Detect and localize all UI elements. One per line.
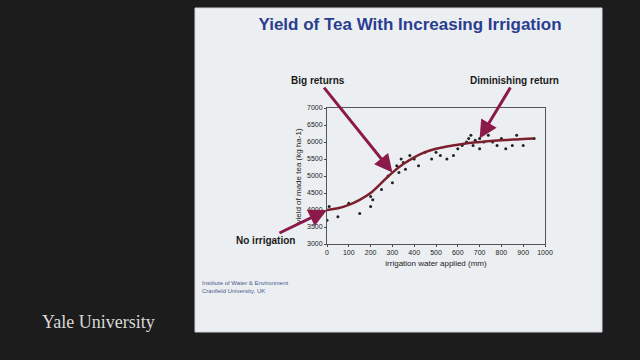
svg-text:Institute of Water & Environme: Institute of Water & EnvironmentCranfiel… bbox=[202, 280, 288, 294]
svg-text:600: 600 bbox=[452, 249, 464, 256]
svg-text:irrigation water applied (mm): irrigation water applied (mm) bbox=[385, 259, 487, 268]
svg-text:6000: 6000 bbox=[307, 138, 323, 145]
svg-text:Yale University: Yale University bbox=[42, 312, 155, 332]
svg-text:3500: 3500 bbox=[307, 223, 323, 230]
svg-text:0: 0 bbox=[325, 249, 329, 256]
svg-text:Yield of Tea With Increasing I: Yield of Tea With Increasing Irrigation bbox=[258, 15, 561, 34]
svg-text:5000: 5000 bbox=[307, 172, 323, 179]
svg-text:900: 900 bbox=[517, 249, 529, 256]
svg-text:5500: 5500 bbox=[307, 155, 323, 162]
svg-text:yield of made tea (kg ha-1): yield of made tea (kg ha-1) bbox=[294, 128, 303, 223]
svg-text:Diminishing return: Diminishing return bbox=[470, 75, 559, 86]
svg-text:800: 800 bbox=[496, 249, 508, 256]
svg-text:6500: 6500 bbox=[307, 121, 323, 128]
svg-text:700: 700 bbox=[474, 249, 486, 256]
svg-text:300: 300 bbox=[387, 249, 399, 256]
svg-text:500: 500 bbox=[430, 249, 442, 256]
svg-text:4000: 4000 bbox=[307, 206, 323, 213]
svg-text:7000: 7000 bbox=[307, 104, 323, 111]
svg-text:Big returns: Big returns bbox=[291, 75, 345, 86]
svg-text:No irrigation: No irrigation bbox=[236, 235, 295, 246]
svg-text:1000: 1000 bbox=[537, 249, 553, 256]
svg-text:4500: 4500 bbox=[307, 189, 323, 196]
svg-text:400: 400 bbox=[408, 249, 420, 256]
svg-text:3000: 3000 bbox=[307, 240, 323, 247]
svg-text:200: 200 bbox=[365, 249, 377, 256]
svg-text:100: 100 bbox=[343, 249, 355, 256]
